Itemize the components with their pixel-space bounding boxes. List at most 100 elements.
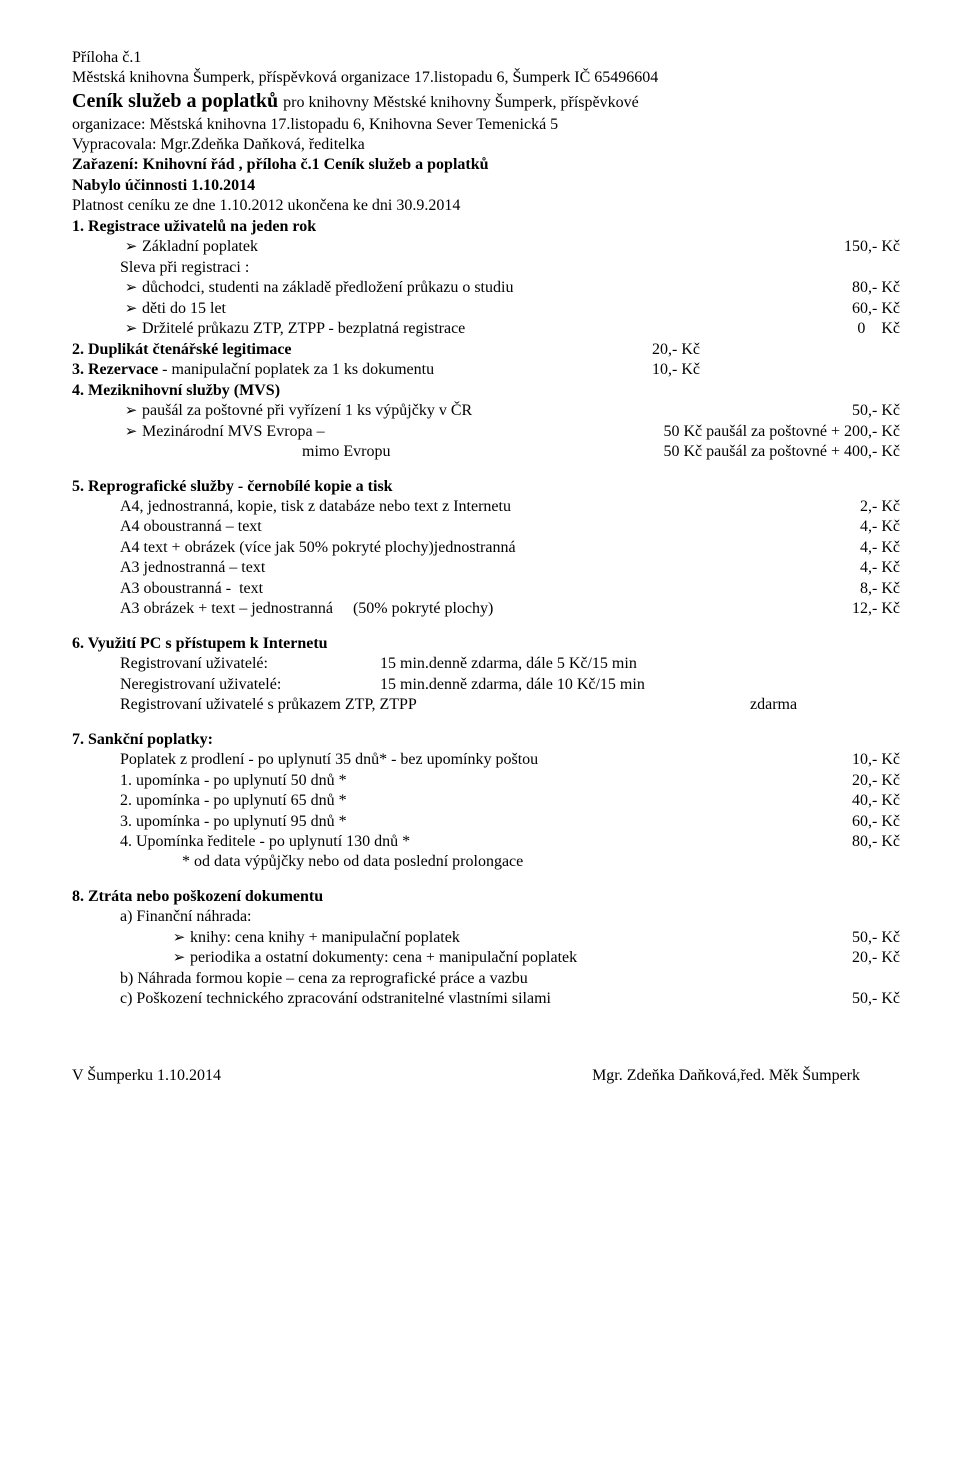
s6-r2-l: Neregistrovaní uživatelé:	[120, 675, 380, 695]
s4-b-price: 50 Kč paušál za poštovné + 200,- Kč	[663, 422, 900, 442]
s1-a: důchodci, studenti na základě předložení…	[72, 278, 900, 298]
s8-c: c) Poškození technického zpracování odst…	[72, 989, 900, 1009]
big-title-rest: pro knihovny Městské knihovny Šumperk, p…	[283, 94, 639, 111]
big-title: Ceník služeb a poplatků pro knihovny Měs…	[72, 89, 900, 115]
s8-a1-r: 50,- Kč	[852, 928, 900, 948]
footer-left: V Šumperku 1.10.2014	[72, 1066, 592, 1086]
s4-a: paušál za poštovné při vyřízení 1 ks výp…	[72, 401, 900, 421]
s7-row: 2. upomínka - po uplynutí 65 dnů *40,- K…	[72, 791, 900, 811]
s5-row-l: A4, jednostranná, kopie, tisk z databáze…	[120, 497, 860, 517]
s1-b: děti do 15 let 60,- Kč	[72, 299, 900, 319]
attachment-label: Příloha č.1	[72, 48, 900, 68]
s3-price: 10,- Kč	[652, 360, 900, 380]
nabylo: Nabylo účinnosti 1.10.2014	[72, 176, 900, 196]
s7-row-r: 20,- Kč	[852, 771, 900, 791]
s7-row-r: 40,- Kč	[852, 791, 900, 811]
s8-a2-r: 20,- Kč	[852, 948, 900, 968]
s5-row: A4 text + obrázek (více jak 50% pokryté …	[72, 538, 900, 558]
s7-note: * od data výpůjčky nebo od data poslední…	[72, 852, 900, 872]
s5-row: A4 oboustranná – text4,- Kč	[72, 517, 900, 537]
s1-c: Držitelé průkazu ZTP, ZTPP - bezplatná r…	[72, 319, 900, 339]
s1-a-label: důchodci, studenti na základě předložení…	[142, 278, 852, 298]
s1-base-price: 150,- Kč	[844, 237, 900, 257]
s5-row-l: A3 obrázek + text – jednostranná (50% po…	[120, 599, 852, 619]
s5-row-r: 8,- Kč	[860, 579, 900, 599]
s1-a-price: 80,- Kč	[852, 278, 900, 298]
s7-row-r: 80,- Kč	[852, 832, 900, 852]
s5-row-r: 2,- Kč	[860, 497, 900, 517]
s6-r1-r: 15 min.denně zdarma, dále 5 Kč/15 min	[380, 654, 900, 674]
s7-r0-l: Poplatek z prodlení - po uplynutí 35 dnů…	[120, 750, 852, 770]
s5-row-r: 12,- Kč	[852, 599, 900, 619]
s7-title: 7. Sankční poplatky:	[72, 730, 900, 750]
footer-right: Mgr. Zdeňka Daňková,řed. Měk Šumperk	[592, 1066, 900, 1086]
s5-row: A3 oboustranná - text8,- Kč	[72, 579, 900, 599]
s6-title: 6. Využití PC s přístupem k Internetu	[72, 634, 900, 654]
s1-b-price: 60,- Kč	[852, 299, 900, 319]
s4-b2: mimo Evropu 50 Kč paušál za poštovné + 4…	[72, 442, 900, 462]
s6-r3-r: zdarma	[750, 695, 900, 715]
s6-r3-l: Registrovaní uživatelé s průkazem ZTP, Z…	[120, 695, 750, 715]
bullet-icon	[120, 423, 142, 442]
s8-a-head: a) Finanční náhrada:	[72, 907, 900, 927]
platnost: Platnost ceníku ze dne 1.10.2012 ukončen…	[72, 196, 900, 216]
s5-row-l: A3 oboustranná - text	[120, 579, 860, 599]
s7-row: 3. upomínka - po uplynutí 95 dnů *60,- K…	[72, 812, 900, 832]
s8-title: 8. Ztráta nebo poškození dokumentu	[72, 887, 900, 907]
zarazeni: Zařazení: Knihovní řád , příloha č.1 Cen…	[72, 155, 900, 175]
bullet-icon	[120, 300, 142, 319]
s5-title: 5. Reprografické služby - černobílé kopi…	[72, 477, 900, 497]
s1-b-label: děti do 15 let	[142, 299, 852, 319]
s7-row-l: 2. upomínka - po uplynutí 65 dnů *	[120, 791, 852, 811]
s4-title: 4. Meziknihovní služby (MVS)	[72, 381, 900, 401]
bullet-icon	[168, 929, 190, 948]
s7-r0-r: 10,- Kč	[852, 750, 900, 770]
s4-a-label: paušál za poštovné při vyřízení 1 ks výp…	[142, 401, 852, 421]
s1-c-label: Držitelé průkazu ZTP, ZTPP - bezplatná r…	[142, 319, 857, 339]
s5-row: A3 jednostranná – text4,- Kč	[72, 558, 900, 578]
s5-row-r: 4,- Kč	[860, 538, 900, 558]
s8-c-l: c) Poškození technického zpracování odst…	[120, 989, 852, 1009]
s4-b-label: Mezinárodní MVS Evropa –	[142, 422, 663, 442]
bullet-icon	[120, 402, 142, 421]
org-line: Městská knihovna Šumperk, příspěvková or…	[72, 68, 900, 88]
s3: 3. Rezervace - manipulační poplatek za 1…	[72, 360, 900, 380]
s8-a2-l: periodika a ostatní dokumenty: cena + ma…	[190, 948, 852, 968]
vypracovala: Vypracovala: Mgr.Zdeňka Daňková, ředitel…	[72, 135, 900, 155]
s2-price: 20,- Kč	[652, 340, 900, 360]
bullet-icon	[120, 320, 142, 339]
s6-r2-r: 15 min.denně zdarma, dále 10 Kč/15 min	[380, 675, 900, 695]
s7-row-r: 60,- Kč	[852, 812, 900, 832]
s8-a2: periodika a ostatní dokumenty: cena + ma…	[72, 948, 900, 968]
big-title-prefix: Ceník služeb a poplatků	[72, 90, 283, 112]
s4-b2-label: mimo Evropu	[142, 442, 663, 462]
s1-sleva: Sleva při registraci :	[72, 258, 900, 278]
s7-row-l: 4. Upomínka ředitele - po uplynutí 130 d…	[120, 832, 852, 852]
s3-label-b: 3. Rezervace	[72, 361, 158, 378]
s7-row: 4. Upomínka ředitele - po uplynutí 130 d…	[72, 832, 900, 852]
s8-b: b) Náhrada formou kopie – cena za reprog…	[72, 969, 900, 989]
s1-c-price: 0 Kč	[857, 319, 900, 339]
org2: organizace: Městská knihovna 17.listopad…	[72, 115, 900, 135]
s4-a-price: 50,- Kč	[852, 401, 900, 421]
s1-base-label: Základní poplatek	[142, 237, 844, 257]
bullet-icon	[120, 279, 142, 298]
s2-label: 2. Duplikát čtenářské legitimace	[72, 341, 292, 358]
bullet-icon	[120, 238, 142, 257]
section1-title: 1. Registrace uživatelů na jeden rok	[72, 217, 900, 237]
s4-b: Mezinárodní MVS Evropa – 50 Kč paušál za…	[72, 422, 900, 442]
s5-row: A3 obrázek + text – jednostranná (50% po…	[72, 599, 900, 619]
s7-row-l: 1. upomínka - po uplynutí 50 dnů *	[120, 771, 852, 791]
s5-row-l: A3 jednostranná – text	[120, 558, 860, 578]
s7-row: 1. upomínka - po uplynutí 50 dnů *20,- K…	[72, 771, 900, 791]
s8-a1-l: knihy: cena knihy + manipulační poplatek	[190, 928, 852, 948]
s5-row-r: 4,- Kč	[860, 517, 900, 537]
bullet-icon	[168, 949, 190, 968]
s7-row-l: 3. upomínka - po uplynutí 95 dnů *	[120, 812, 852, 832]
s7-r0: Poplatek z prodlení - po uplynutí 35 dnů…	[72, 750, 900, 770]
footer: V Šumperku 1.10.2014 Mgr. Zdeňka Daňková…	[72, 1066, 900, 1086]
s5-row-r: 4,- Kč	[860, 558, 900, 578]
s2: 2. Duplikát čtenářské legitimace 20,- Kč	[72, 340, 900, 360]
s8-c-r: 50,- Kč	[852, 989, 900, 1009]
s5-row: A4, jednostranná, kopie, tisk z databáze…	[72, 497, 900, 517]
